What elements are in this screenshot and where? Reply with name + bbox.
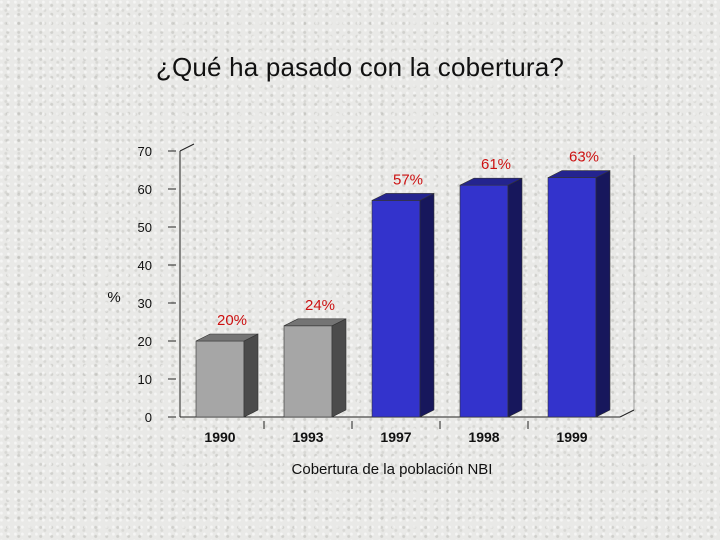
- bar-front: [283, 325, 333, 418]
- data-label: 24%: [305, 297, 335, 314]
- bar-side: [595, 170, 611, 418]
- y-tick-label: 60: [138, 182, 152, 197]
- bar-top: [371, 193, 435, 201]
- y-tick-label: 70: [138, 144, 152, 159]
- bar-front: [547, 177, 597, 418]
- y-tick-label: 30: [138, 296, 152, 311]
- x-axis-depth-line: [619, 409, 635, 418]
- bar-side: [507, 177, 523, 418]
- bar-side: [243, 333, 259, 418]
- data-label: 57%: [393, 171, 423, 188]
- bar-side: [331, 318, 347, 418]
- y-tick-label: 0: [145, 410, 152, 425]
- x-axis-categories: 1990 1993 1997 1998 1999: [204, 421, 588, 445]
- bar-top: [283, 318, 347, 327]
- y-tick-label: 20: [138, 334, 152, 349]
- category-label: 1998: [468, 429, 499, 445]
- bar-side: [419, 192, 435, 418]
- x-axis-title: Cobertura de la población NBI: [292, 461, 493, 478]
- bar-front: [195, 340, 245, 418]
- bar-top: [547, 170, 611, 178]
- bar-front: [371, 200, 421, 418]
- bar-front: [459, 184, 509, 418]
- bar: [547, 170, 611, 418]
- bar-top: [459, 177, 523, 186]
- y-tick-label: 10: [138, 372, 152, 387]
- y-axis-ticks: 0 10 20 30 40 50 60 70: [138, 144, 176, 425]
- category-label: 1990: [204, 429, 235, 445]
- category-label: 1993: [292, 429, 323, 445]
- data-label: 63%: [569, 149, 599, 166]
- bar: [283, 318, 347, 418]
- data-label: 20%: [217, 312, 247, 329]
- data-labels: 20% 24% 57% 61% 63%: [217, 149, 599, 329]
- y-axis-title: %: [107, 289, 120, 306]
- y-tick-label: 40: [138, 258, 152, 273]
- category-label: 1999: [556, 429, 587, 445]
- bar: [195, 333, 259, 418]
- y-tick-label: 50: [138, 220, 152, 235]
- bar-top: [195, 333, 259, 342]
- y-axis-depth-line: [179, 143, 195, 152]
- slide-title: ¿Qué ha pasado con la cobertura?: [155, 52, 565, 82]
- bar: [459, 177, 523, 418]
- data-label: 61%: [481, 156, 511, 173]
- bar: [371, 192, 435, 418]
- bars: [195, 170, 611, 418]
- category-label: 1997: [380, 429, 411, 445]
